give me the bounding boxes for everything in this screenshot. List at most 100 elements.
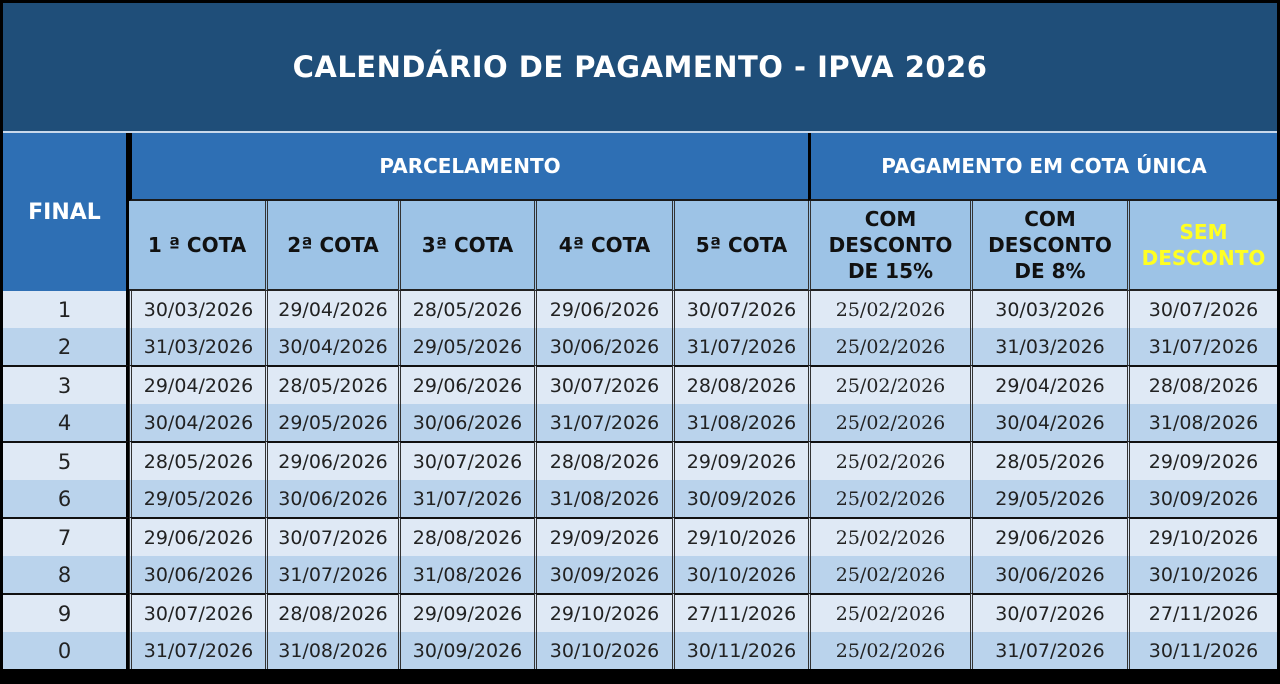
header-parcelamento: PARCELAMENTO xyxy=(129,133,808,201)
date-cell: 29/05/2026 xyxy=(398,328,534,365)
table-row: 7 29/06/2026 30/07/2026 28/08/2026 29/09/202… xyxy=(3,517,1278,556)
date-cell: 25/02/2026 xyxy=(808,365,970,404)
column-header: 5ª COTA xyxy=(672,201,808,291)
table-row: 1 30/03/2026 29/04/2026 28/05/2026 29/06/202… xyxy=(3,291,1278,328)
date-cell: 31/07/2026 xyxy=(1127,328,1278,365)
column-header: COM DESCONTO DE 15% xyxy=(808,201,970,291)
column-header: SEM DESCONTO xyxy=(1127,201,1278,291)
calendar-table: FINAL PARCELAMENTO PAGAMENTO EM COTA ÚNI… xyxy=(3,133,1278,669)
final-digit: 7 xyxy=(3,517,129,556)
date-cell: 31/08/2026 xyxy=(398,556,534,593)
date-cell: 29/04/2026 xyxy=(970,365,1127,404)
date-cell: 30/09/2026 xyxy=(672,480,808,517)
date-cell: 30/03/2026 xyxy=(129,291,265,328)
final-digit: 9 xyxy=(3,593,129,632)
date-cell: 29/09/2026 xyxy=(534,517,672,556)
date-cell: 30/07/2026 xyxy=(672,291,808,328)
date-cell: 27/11/2026 xyxy=(672,593,808,632)
final-digit: 0 xyxy=(3,632,129,669)
table-row: 6 29/05/2026 30/06/2026 31/07/2026 31/08/202… xyxy=(3,480,1278,517)
table-row: 8 30/06/2026 31/07/2026 31/08/2026 30/09/202… xyxy=(3,556,1278,593)
date-cell: 31/07/2026 xyxy=(534,404,672,441)
date-cell: 28/05/2026 xyxy=(398,291,534,328)
date-cell: 25/02/2026 xyxy=(808,291,970,328)
column-header: 2ª COTA xyxy=(265,201,398,291)
final-digit: 1 xyxy=(3,291,129,328)
date-cell: 25/02/2026 xyxy=(808,517,970,556)
column-header: COM DESCONTO DE 8% xyxy=(970,201,1127,291)
table-row: 3 29/04/2026 28/05/2026 29/06/2026 30/07/202… xyxy=(3,365,1278,404)
date-cell: 31/03/2026 xyxy=(129,328,265,365)
column-header: 1 ª COTA xyxy=(129,201,265,291)
date-cell: 31/08/2026 xyxy=(534,480,672,517)
table-row: 4 30/04/2026 29/05/2026 30/06/2026 31/07/202… xyxy=(3,404,1278,441)
date-cell: 30/11/2026 xyxy=(672,632,808,669)
date-cell: 29/06/2026 xyxy=(265,441,398,480)
table-row: 5 28/05/2026 29/06/2026 30/07/2026 28/08/202… xyxy=(3,441,1278,480)
column-header: 3ª COTA xyxy=(398,201,534,291)
date-cell: 25/02/2026 xyxy=(808,593,970,632)
final-digit: 3 xyxy=(3,365,129,404)
date-cell: 29/06/2026 xyxy=(129,517,265,556)
header-cota-unica: PAGAMENTO EM COTA ÚNICA xyxy=(808,133,1278,201)
final-digit: 4 xyxy=(3,404,129,441)
date-cell: 30/07/2026 xyxy=(970,593,1127,632)
date-cell: 25/02/2026 xyxy=(808,480,970,517)
date-cell: 30/09/2026 xyxy=(534,556,672,593)
date-cell: 29/09/2026 xyxy=(672,441,808,480)
date-cell: 25/02/2026 xyxy=(808,556,970,593)
date-cell: 29/06/2026 xyxy=(970,517,1127,556)
date-cell: 25/02/2026 xyxy=(808,441,970,480)
final-digit: 8 xyxy=(3,556,129,593)
date-cell: 30/10/2026 xyxy=(1127,556,1278,593)
date-cell: 31/08/2026 xyxy=(672,404,808,441)
date-cell: 30/07/2026 xyxy=(129,593,265,632)
date-cell: 28/08/2026 xyxy=(534,441,672,480)
date-cell: 28/08/2026 xyxy=(672,365,808,404)
table-row: 9 30/07/2026 28/08/2026 29/09/2026 29/10/202… xyxy=(3,593,1278,632)
date-cell: 29/04/2026 xyxy=(265,291,398,328)
date-cell: 31/03/2026 xyxy=(970,328,1127,365)
date-cell: 29/10/2026 xyxy=(672,517,808,556)
date-cell: 30/10/2026 xyxy=(534,632,672,669)
date-cell: 28/05/2026 xyxy=(129,441,265,480)
date-cell: 28/08/2026 xyxy=(398,517,534,556)
date-cell: 30/06/2026 xyxy=(534,328,672,365)
date-cell: 30/09/2026 xyxy=(1127,480,1278,517)
date-cell: 29/05/2026 xyxy=(970,480,1127,517)
final-digit: 6 xyxy=(3,480,129,517)
date-cell: 29/09/2026 xyxy=(1127,441,1278,480)
date-cell: 30/10/2026 xyxy=(672,556,808,593)
date-cell: 31/07/2026 xyxy=(129,632,265,669)
date-cell: 28/05/2026 xyxy=(265,365,398,404)
date-cell: 30/06/2026 xyxy=(970,556,1127,593)
date-cell: 31/07/2026 xyxy=(398,480,534,517)
payment-calendar: CALENDÁRIO DE PAGAMENTO - IPVA 2026 FINA… xyxy=(3,3,1278,681)
header-final: FINAL xyxy=(3,133,129,291)
date-cell: 25/02/2026 xyxy=(808,632,970,669)
date-cell: 28/08/2026 xyxy=(265,593,398,632)
table-row: 0 31/07/2026 31/08/2026 30/09/2026 30/10/202… xyxy=(3,632,1278,669)
page-title: CALENDÁRIO DE PAGAMENTO - IPVA 2026 xyxy=(3,3,1277,133)
date-cell: 29/10/2026 xyxy=(534,593,672,632)
date-cell: 29/05/2026 xyxy=(265,404,398,441)
date-cell: 30/06/2026 xyxy=(398,404,534,441)
date-cell: 29/04/2026 xyxy=(129,365,265,404)
date-cell: 31/08/2026 xyxy=(1127,404,1278,441)
date-cell: 30/07/2026 xyxy=(398,441,534,480)
date-cell: 25/02/2026 xyxy=(808,328,970,365)
date-cell: 25/02/2026 xyxy=(808,404,970,441)
date-cell: 30/09/2026 xyxy=(398,632,534,669)
date-cell: 30/11/2026 xyxy=(1127,632,1278,669)
date-cell: 31/07/2026 xyxy=(672,328,808,365)
date-cell: 30/03/2026 xyxy=(970,291,1127,328)
date-cell: 31/08/2026 xyxy=(265,632,398,669)
final-digit: 2 xyxy=(3,328,129,365)
date-cell: 30/04/2026 xyxy=(265,328,398,365)
date-cell: 31/07/2026 xyxy=(970,632,1127,669)
date-cell: 28/05/2026 xyxy=(970,441,1127,480)
column-header: 4ª COTA xyxy=(534,201,672,291)
date-cell: 30/06/2026 xyxy=(265,480,398,517)
date-cell: 29/06/2026 xyxy=(398,365,534,404)
date-cell: 31/07/2026 xyxy=(265,556,398,593)
